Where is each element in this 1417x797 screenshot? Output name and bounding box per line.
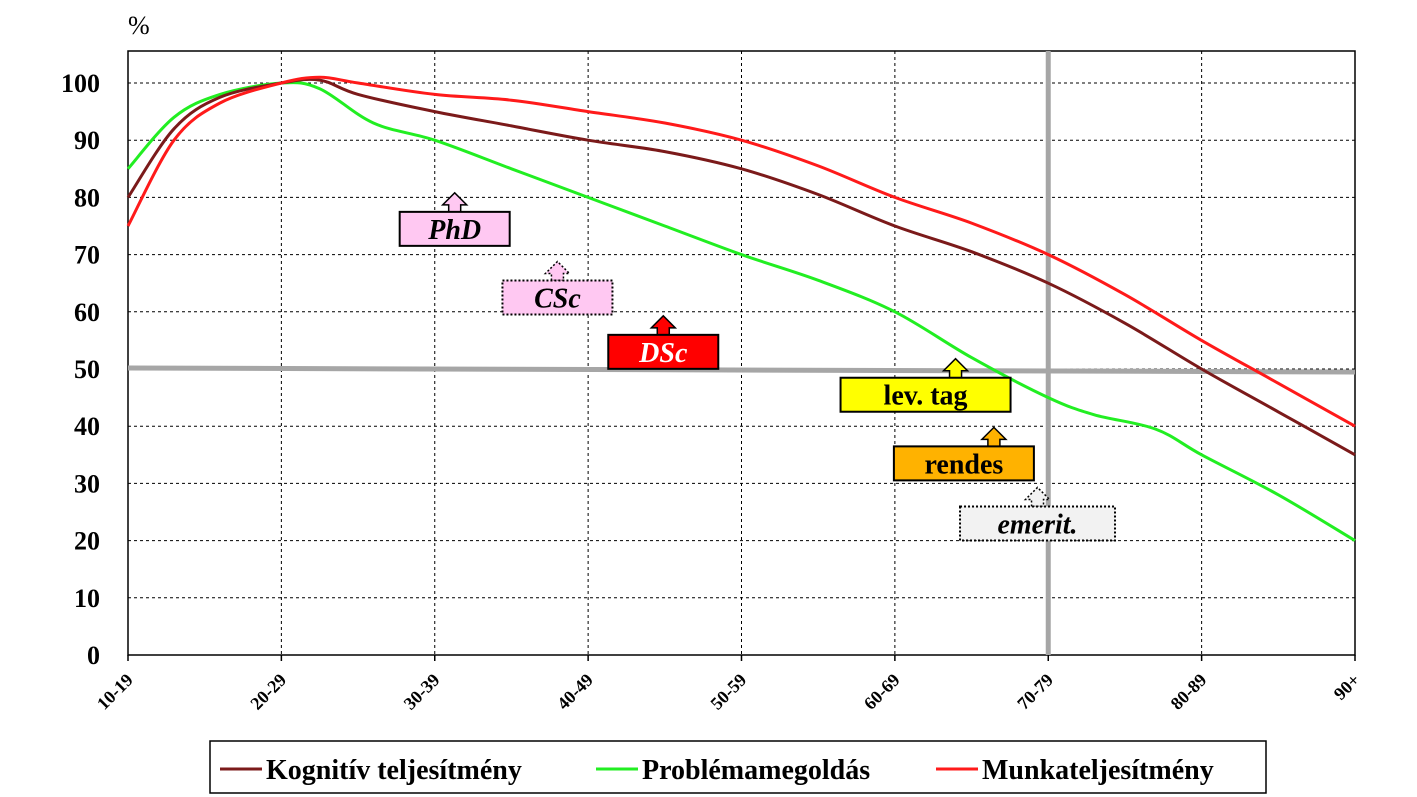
series-line-munkateljesitmeny — [126, 75, 1356, 428]
y-tick-label: 90 — [74, 126, 100, 155]
annotation-box — [398, 210, 511, 247]
reference-lines — [127, 51, 1356, 655]
x-tick-label: 20-29 — [246, 670, 290, 714]
annotation-label: DSc — [638, 338, 688, 369]
annotation-label: rendes — [924, 449, 1003, 480]
legend-label-kognitiv: Kognitív teljesítmény — [266, 755, 522, 786]
y-tick-label: 50 — [74, 355, 100, 384]
y-tick-label: 0 — [87, 641, 100, 670]
annotation-box — [839, 376, 1012, 413]
annotation-boxes: PhD CSc DSc lev. tag rendes emerit. — [398, 191, 1117, 542]
annotation-arrow — [941, 357, 970, 379]
reference-line-horizontal — [127, 365, 1356, 375]
annotation-phd: PhD — [398, 191, 511, 247]
annotation-arrow — [980, 426, 1008, 448]
legend-label-munkateljesitmeny: Munkateljesítmény — [982, 755, 1214, 786]
annotation-csc: CSc — [501, 260, 614, 316]
x-tick-label: 90+ — [1330, 670, 1364, 704]
annotation-box — [959, 505, 1117, 542]
y-tick-label: 10 — [74, 584, 100, 613]
y-tick-label: 70 — [74, 241, 100, 270]
x-tick-label: 50-59 — [706, 670, 750, 714]
x-tick-label: 70-79 — [1013, 670, 1057, 714]
x-tick-label: 40-49 — [553, 670, 597, 714]
annotation-label: PhD — [427, 215, 481, 246]
x-tick-label: 30-39 — [400, 670, 444, 714]
legend: Kognitív teljesítmény Problémamegoldás Mun… — [209, 740, 1267, 794]
legend-frame — [209, 740, 1267, 794]
annotation-box — [501, 279, 614, 316]
y-tick-label: 20 — [74, 527, 100, 556]
annotation-arrow — [543, 260, 572, 282]
y-tick-label: 80 — [74, 183, 100, 212]
annotation-box — [892, 445, 1035, 482]
legend-label-problemamegoldas: Problémamegoldás — [642, 755, 870, 786]
annotation-emerit: emerit. — [959, 486, 1117, 542]
annotation-box — [607, 333, 720, 370]
annotation-arrow — [1023, 486, 1052, 508]
x-tick-label: 60-69 — [860, 670, 904, 714]
annotation-rendes: rendes — [892, 426, 1035, 482]
x-tick-label: 80-89 — [1167, 670, 1211, 714]
y-tick-label: 40 — [74, 412, 100, 441]
annotation-levtag: lev. tag — [839, 357, 1012, 413]
annotation-label: emerit. — [997, 509, 1077, 540]
series-lines — [126, 75, 1356, 542]
y-tick-label: 100 — [61, 69, 100, 98]
annotation-dsc: DSc — [607, 314, 720, 370]
annotation-label: CSc — [534, 284, 581, 315]
annotation-label: lev. tag — [884, 381, 968, 412]
x-tick-label: 10-19 — [93, 670, 137, 714]
y-tick-label: 60 — [74, 298, 100, 327]
series-line-problemamegoldas — [126, 81, 1356, 542]
annotation-arrow — [649, 314, 678, 336]
y-axis-unit-label: % — [128, 11, 150, 40]
annotation-arrow — [440, 191, 469, 213]
y-tick-label: 30 — [74, 469, 100, 498]
